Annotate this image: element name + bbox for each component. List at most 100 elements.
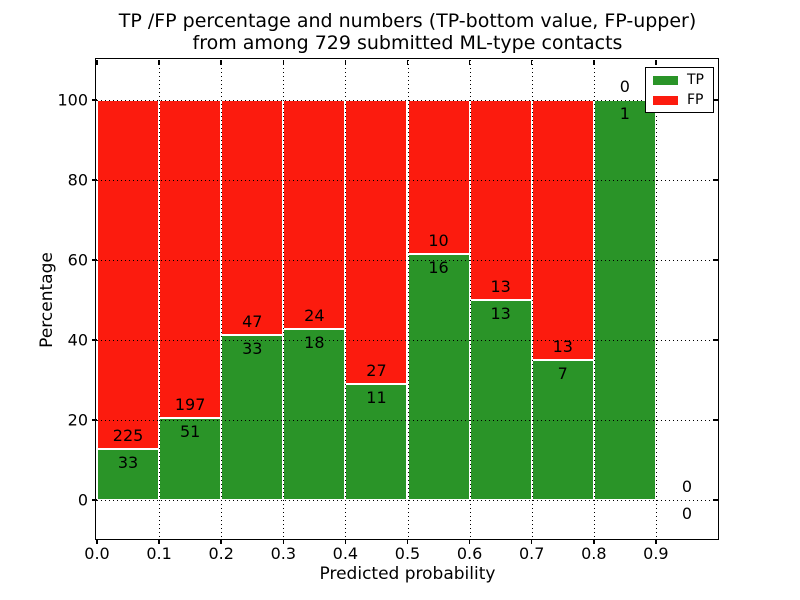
- y-tick-mark: [92, 499, 97, 501]
- x-tick-label: 0.9: [643, 544, 669, 563]
- bar-fp-segment: [221, 100, 284, 335]
- fp-count-label: 13: [552, 337, 573, 356]
- vertical-gridline: [655, 60, 657, 539]
- x-tick-mark-top: [220, 60, 222, 65]
- x-tick-mark-top: [96, 60, 98, 65]
- legend-item-fp: FP: [653, 93, 706, 107]
- x-tick-mark: [158, 539, 160, 544]
- y-tick-mark-right: [713, 259, 718, 261]
- fp-count-label: 10: [428, 230, 449, 250]
- x-tick-label: 0.1: [146, 544, 172, 563]
- bar-tp-segment: [221, 335, 284, 500]
- x-tick-label: 0.6: [456, 544, 483, 563]
- vertical-gridline: [531, 60, 533, 539]
- x-tick-label: 0.8: [581, 544, 607, 563]
- x-tick-label: 0.2: [208, 544, 234, 563]
- bar-tp-segment: [531, 360, 594, 500]
- tp-count-label: 33: [242, 339, 263, 358]
- x-tick-mark: [282, 539, 285, 544]
- bar-tp-segment: [593, 100, 656, 500]
- tp-count-label: 0: [681, 504, 693, 523]
- x-tick-mark: [530, 539, 533, 544]
- legend-label-fp: FP: [687, 92, 704, 108]
- x-tick-mark-top: [530, 60, 533, 65]
- legend: TP FP: [645, 67, 714, 113]
- y-tick-label: 60: [67, 250, 88, 270]
- x-tick-label: 0.4: [332, 544, 359, 563]
- vertical-gridline: [469, 60, 471, 539]
- vertical-gridline: [283, 60, 285, 539]
- x-tick-mark: [468, 539, 471, 544]
- x-tick-label: 0.7: [518, 544, 545, 563]
- chart-title: TP /FP percentage and numbers (TP-bottom…: [97, 10, 718, 54]
- vertical-gridline: [407, 60, 409, 539]
- x-tick-mark-top: [655, 60, 657, 65]
- x-tick-mark-top: [282, 60, 285, 65]
- y-tick-label: 80: [67, 170, 88, 190]
- y-tick-label: 0: [77, 490, 88, 510]
- x-tick-mark: [344, 539, 347, 544]
- x-tick-mark: [655, 539, 657, 544]
- x-axis-label: Predicted probability: [319, 564, 496, 584]
- tp-count-label: 11: [366, 388, 387, 408]
- y-tick-mark: [92, 339, 97, 341]
- y-tick-mark-right: [713, 339, 718, 341]
- y-tick-mark: [92, 179, 97, 181]
- y-tick-mark-right: [713, 99, 718, 101]
- x-tick-mark-top: [406, 60, 409, 65]
- legend-swatch-fp-icon: [653, 95, 678, 105]
- y-tick-label: 40: [67, 330, 88, 350]
- x-tick-label: 0.5: [394, 544, 421, 563]
- bar-tp-segment: [97, 448, 160, 500]
- tp-count-label: 33: [117, 452, 139, 472]
- y-tick-label: 100: [57, 90, 88, 110]
- bar-fp-segment: [97, 100, 160, 449]
- bar-fp-segment: [407, 100, 470, 254]
- bar-fp-segment: [283, 100, 346, 329]
- vertical-gridline: [345, 60, 347, 539]
- x-tick-mark: [96, 539, 98, 544]
- tp-count-label: 13: [490, 304, 511, 323]
- fp-count-label: 13: [490, 277, 511, 296]
- fp-count-label: 24: [304, 305, 325, 325]
- x-tick-mark: [593, 539, 595, 544]
- fp-count-label: 0: [681, 477, 693, 496]
- y-tick-mark-right: [713, 499, 718, 501]
- bar-fp-segment: [469, 100, 532, 300]
- x-tick-mark: [406, 539, 409, 544]
- vertical-gridline: [593, 60, 595, 539]
- vertical-gridline: [221, 60, 223, 539]
- x-tick-mark-top: [158, 60, 160, 65]
- x-tick-mark-top: [468, 60, 471, 65]
- tp-count-label: 18: [304, 332, 325, 352]
- y-tick-label: 20: [67, 410, 88, 430]
- tp-count-label: 1: [619, 104, 630, 123]
- bar-fp-segment: [159, 100, 222, 418]
- bar-tp-segment: [283, 328, 346, 500]
- fp-count-label: 225: [112, 425, 144, 445]
- fp-count-label: 27: [366, 361, 387, 381]
- x-tick-mark: [220, 539, 222, 544]
- y-tick-mark: [92, 419, 97, 421]
- bar-tp-segment: [407, 253, 470, 500]
- vertical-gridline: [159, 60, 161, 539]
- bar-tp-segment: [469, 300, 532, 500]
- bar-fp-segment: [531, 100, 594, 360]
- tp-count-label: 16: [428, 257, 449, 277]
- tp-count-label: 7: [557, 364, 568, 383]
- tp-count-label: 51: [179, 421, 201, 441]
- bar-tp-segment: [159, 417, 222, 500]
- chart-title-line1: TP /FP percentage and numbers (TP-bottom…: [118, 10, 697, 32]
- legend-swatch-tp-icon: [653, 75, 678, 85]
- legend-item-tp: TP: [653, 73, 706, 87]
- fp-count-label: 47: [242, 312, 263, 331]
- x-tick-label: 0.3: [270, 544, 297, 563]
- x-tick-label: 0.0: [84, 544, 110, 563]
- fp-count-label: 0: [619, 77, 630, 96]
- x-tick-mark-top: [593, 60, 595, 65]
- y-tick-mark-right: [713, 419, 718, 421]
- y-tick-mark: [92, 259, 97, 261]
- x-tick-mark-top: [344, 60, 347, 65]
- chart-title-line2: from among 729 submitted ML-type contact…: [192, 32, 623, 54]
